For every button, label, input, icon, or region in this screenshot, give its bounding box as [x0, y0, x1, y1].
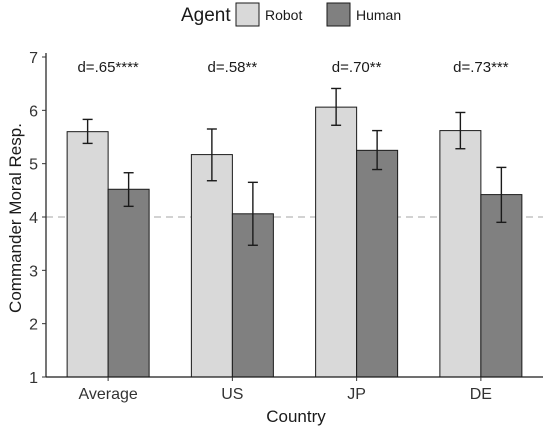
- effect-size-annotation: d=.65****: [77, 59, 138, 76]
- error-bar-human-jp: [372, 129, 383, 171]
- error-bars-layer: [82, 87, 507, 246]
- error-bar-human-us: [247, 181, 258, 246]
- legend: Agent Robot Human: [181, 2, 401, 27]
- bar-human-average: [107, 188, 150, 378]
- error-bar-robot-average: [82, 118, 93, 145]
- x-tick-label: DE: [470, 386, 492, 403]
- effect-size-annotation: d=.58**: [208, 59, 258, 76]
- error-bar-human-average: [123, 172, 134, 208]
- y-tick-label: 4: [29, 210, 38, 227]
- legend-label-robot: Robot: [265, 7, 302, 23]
- legend-title: Agent: [181, 5, 231, 26]
- y-tick-label: 2: [29, 317, 38, 334]
- error-bar-human-de: [496, 166, 507, 224]
- effect-size-annotation: d=.70**: [332, 59, 382, 76]
- y-tick-label: 5: [29, 157, 38, 174]
- legend-label-human: Human: [356, 7, 401, 23]
- x-axis-title: Country: [266, 407, 326, 426]
- y-axis-title: Commander Moral Resp.: [6, 123, 25, 313]
- y-tick-label: 6: [29, 103, 38, 120]
- axes-layer: [42, 53, 543, 381]
- x-tick-label: Average: [78, 386, 137, 403]
- y-tick-label: 7: [29, 50, 38, 67]
- y-tick-label: 1: [29, 370, 38, 387]
- tick-labels-layer: 1 2 3 4 5 6 7 Average US JP DE: [29, 50, 492, 403]
- bar-robot-average: [66, 131, 109, 378]
- error-bar-robot-de: [455, 111, 466, 150]
- bar-robot-us: [190, 154, 233, 378]
- bar-human-jp: [356, 149, 399, 378]
- bars-layer: [66, 106, 523, 378]
- error-bar-robot-jp: [331, 87, 342, 126]
- bar-human-de: [480, 194, 523, 378]
- legend-key-human: [326, 2, 351, 27]
- y-tick-label: 3: [29, 263, 38, 280]
- x-tick-label: US: [221, 386, 243, 403]
- x-tick-label: JP: [347, 386, 366, 403]
- bar-robot-de: [439, 130, 482, 378]
- effect-size-annotation: d=.73***: [453, 59, 509, 76]
- legend-key-robot: [235, 2, 260, 27]
- annotations-layer: d=.65**** d=.58** d=.70** d=.73***: [77, 59, 508, 76]
- error-bar-robot-us: [206, 128, 217, 182]
- bar-robot-jp: [315, 106, 358, 378]
